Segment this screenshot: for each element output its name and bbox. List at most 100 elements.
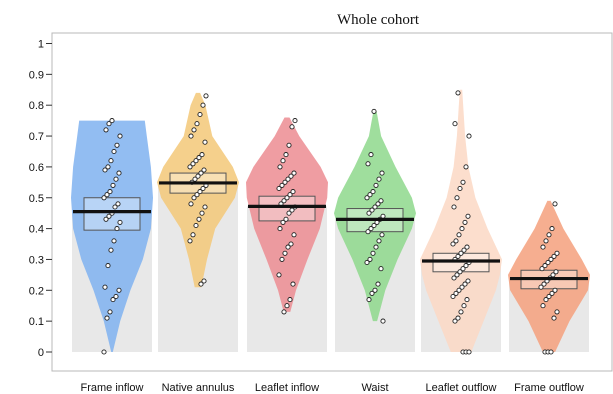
data-point [366,210,372,216]
violin-group [157,92,239,352]
data-point [373,182,379,188]
data-point [199,210,205,216]
data-point [460,266,466,272]
data-point [292,118,298,124]
data-point [103,216,109,222]
data-point [288,241,294,247]
data-point [194,121,200,127]
data-point [109,118,115,124]
data-point [453,238,459,244]
category-label: Waist [361,382,388,394]
y-tick-label: 0.5 [29,193,44,205]
data-point [277,164,283,170]
data-point [104,192,110,198]
y-tick-label: 1 [38,39,44,51]
data-point [364,195,370,201]
data-point [552,287,558,293]
y-tick-label: 0 [38,347,44,359]
data-point [277,226,283,232]
data-point [117,219,123,225]
data-point [548,349,554,355]
data-point [191,195,197,201]
data-point [461,303,467,309]
data-point [369,290,375,296]
data-point [198,281,204,287]
data-point [459,226,465,232]
data-point [370,189,376,195]
data-point [105,263,111,269]
chart-title: Whole cohort [337,12,420,28]
data-point [380,318,386,324]
y-tick-label: 0.4 [29,224,44,236]
data-point [452,318,458,324]
data-point [464,244,470,250]
data-point [188,201,194,207]
data-point [188,133,194,139]
violin-shape [420,89,502,353]
data-point [116,170,122,176]
data-point [107,189,113,195]
violin-group [508,200,590,355]
data-point [105,164,111,170]
data-point [367,256,373,262]
y-tick-label: 0.2 [29,285,44,297]
data-point [286,210,292,216]
data-point [187,238,193,244]
data-point [375,281,381,287]
category-label: Leaflet outflow [426,382,497,394]
data-point [117,133,123,139]
data-point [465,213,471,219]
data-point [195,173,201,179]
data-point [290,281,296,287]
violin-group [246,117,328,352]
data-point [187,164,193,170]
violin-group [334,108,416,352]
data-point [197,189,203,195]
data-point [365,161,371,167]
data-point [455,253,461,259]
data-point [542,263,548,269]
category-label: Leaflet inflow [255,382,319,394]
data-point [289,207,295,213]
category-label: Native annulus [162,382,235,394]
data-point [463,263,469,269]
data-point [291,232,297,238]
data-point [114,142,120,148]
data-point [106,121,112,127]
y-tick-label: 0.1 [29,316,44,328]
data-point [454,195,460,201]
data-point [462,219,468,225]
data-point [376,176,382,182]
data-point [201,278,207,284]
data-point [113,176,119,182]
violin-shape [334,111,416,322]
data-point [375,201,381,207]
y-tick-label: 0.8 [29,100,44,112]
data-point [369,207,375,213]
data-point [201,167,207,173]
data-point [285,244,291,250]
data-point [202,204,208,210]
data-point [461,247,467,253]
violin-groups [71,89,590,355]
data-point [288,173,294,179]
violin-shape [71,120,153,352]
data-point [551,253,557,259]
data-point [463,164,469,170]
data-point [452,121,458,127]
data-point [379,170,385,176]
category-label: Frame inflow [81,382,144,394]
y-tick-label: 0.3 [29,254,44,266]
y-tick-label: 0.6 [29,162,44,174]
data-point [466,349,472,355]
data-point [104,315,110,321]
data-point [458,250,464,256]
data-point [376,238,382,244]
y-tick-label: 0.7 [29,131,44,143]
data-point [460,179,466,185]
data-point [196,155,202,161]
data-point [108,158,114,164]
data-point [450,241,456,247]
data-point [190,232,196,238]
